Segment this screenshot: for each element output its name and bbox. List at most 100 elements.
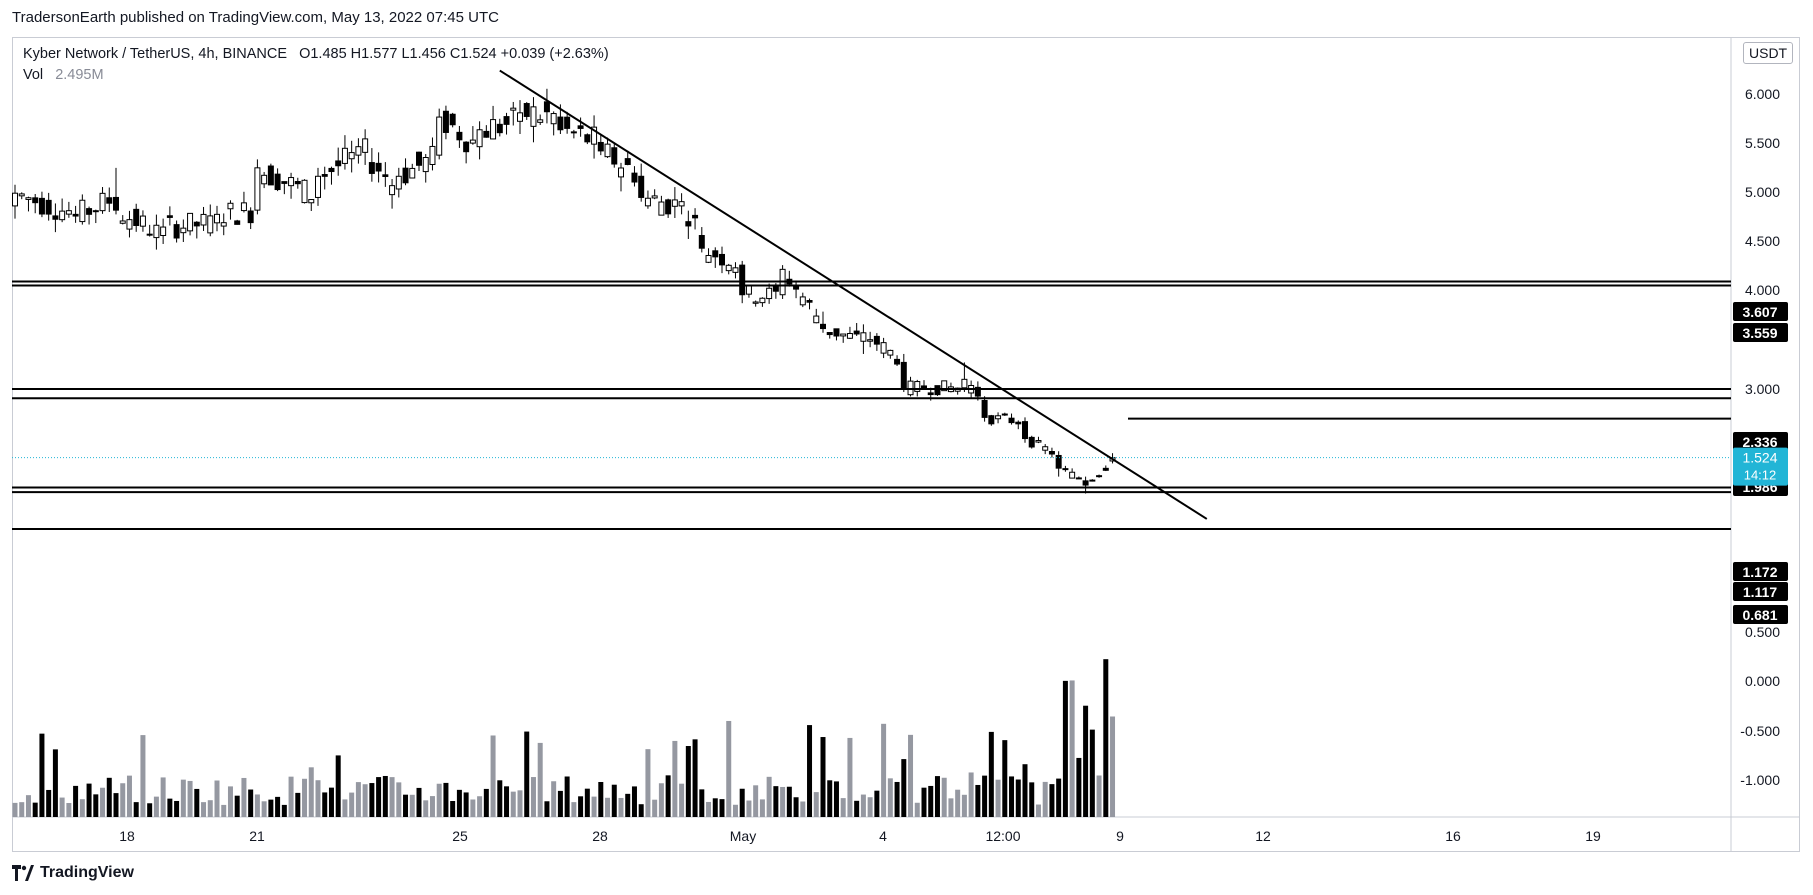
volume-bar — [66, 803, 72, 817]
bar-countdown-label: 14:12 — [1744, 468, 1777, 483]
volume-bar — [719, 799, 725, 817]
candle-body — [65, 210, 72, 215]
volume-bar — [355, 782, 361, 817]
price-tick-label: 0.500 — [1745, 624, 1780, 640]
volume-bar — [1076, 757, 1082, 817]
volume-bar — [497, 780, 503, 817]
candle-body — [860, 332, 867, 342]
volume-bar — [477, 796, 483, 817]
volume-bar — [921, 787, 927, 817]
candle-body — [853, 330, 860, 335]
price-tick-label: -0.500 — [1740, 723, 1780, 739]
volume-bar — [315, 780, 321, 817]
time-tick-label: 21 — [249, 828, 265, 844]
candle-body — [362, 138, 369, 153]
volume-bar — [187, 780, 193, 817]
volume-bar — [1009, 776, 1015, 817]
candle-body — [1035, 440, 1042, 443]
candle-body — [692, 214, 699, 219]
time-tick-label: 12 — [1255, 828, 1271, 844]
candle-body — [894, 358, 901, 365]
candle-body — [1075, 477, 1082, 480]
candle-body — [570, 131, 577, 134]
candle-body — [618, 167, 624, 178]
candle-body — [368, 162, 375, 174]
candle-body — [974, 386, 981, 397]
volume-bar — [120, 783, 126, 817]
candle-body — [1096, 475, 1103, 478]
candle-body — [442, 110, 449, 133]
candle-body — [1102, 467, 1109, 471]
volume-bar — [1069, 680, 1075, 817]
candle-body — [907, 380, 914, 396]
volume-bar — [396, 782, 402, 817]
candle-body — [880, 342, 887, 354]
volume-bar — [955, 789, 961, 817]
volume-bar — [1049, 784, 1055, 817]
candle-body — [813, 315, 820, 324]
candle-body — [220, 222, 227, 227]
candle-body — [463, 141, 470, 153]
volume-bar — [174, 800, 180, 817]
volume-bar — [140, 735, 146, 817]
candle-body — [402, 167, 409, 184]
candle-body — [995, 415, 1002, 420]
volume-bar — [423, 800, 429, 817]
candle-body — [611, 147, 618, 165]
time-tick-label: 16 — [1445, 828, 1461, 844]
volume-bar — [322, 792, 328, 817]
volume-bar — [894, 781, 900, 817]
candle-body — [321, 174, 328, 177]
volume-bar — [376, 777, 382, 817]
candle-body — [335, 160, 342, 167]
price-tick-label: 4.500 — [1745, 233, 1780, 249]
level-price-tag — [1733, 302, 1788, 321]
candle-body — [624, 158, 631, 165]
volume-row[interactable]: Vol 2.495M — [23, 65, 609, 86]
volume-bar — [254, 794, 260, 817]
time-tick-label: 9 — [1116, 828, 1124, 844]
volume-bar — [699, 789, 705, 817]
candle-body — [719, 253, 725, 266]
candle-body — [1042, 446, 1049, 451]
volume-bar — [631, 786, 637, 817]
tradingview-footer[interactable]: TradingView — [12, 864, 134, 882]
volume-bar — [578, 796, 584, 817]
volume-bar — [591, 796, 597, 817]
candle-body — [18, 193, 25, 197]
candle-body — [160, 226, 167, 237]
volume-bar — [672, 740, 678, 817]
volume-bar — [349, 792, 355, 817]
candle-body — [261, 174, 268, 185]
last-price-tag — [1733, 447, 1788, 486]
candle-body — [469, 139, 476, 144]
candle-body — [597, 141, 604, 152]
volume-bar — [598, 781, 604, 817]
volume-bar — [25, 795, 31, 817]
level-price-label: 1.172 — [1742, 564, 1777, 580]
symbol-row[interactable]: Kyber Network / TetherUS, 4h, BINANCE O1… — [23, 44, 609, 65]
candle-body — [422, 157, 429, 173]
time-tick-label: 18 — [119, 828, 135, 844]
volume-bar — [901, 759, 907, 817]
volume-bar — [975, 784, 981, 817]
candle-body — [1028, 436, 1035, 448]
volume-bar — [827, 780, 833, 817]
candle-body — [1055, 454, 1062, 469]
candle-body — [193, 221, 200, 227]
volume-bar — [780, 786, 786, 817]
currency-unit-button[interactable]: USDT — [1743, 42, 1794, 64]
candle-body — [846, 333, 853, 339]
price-tick-label: 0.000 — [1745, 673, 1780, 689]
volume-bar — [847, 737, 853, 817]
volume-bar — [874, 790, 880, 817]
volume-bar — [46, 789, 52, 817]
volume-label: Vol — [23, 67, 44, 83]
volume-bar — [618, 797, 624, 817]
candle-body — [214, 213, 220, 224]
candle-body — [348, 152, 355, 160]
price-tick-label: 5.000 — [1745, 184, 1780, 200]
volume-bar — [968, 772, 974, 817]
volume-bar — [551, 781, 557, 817]
